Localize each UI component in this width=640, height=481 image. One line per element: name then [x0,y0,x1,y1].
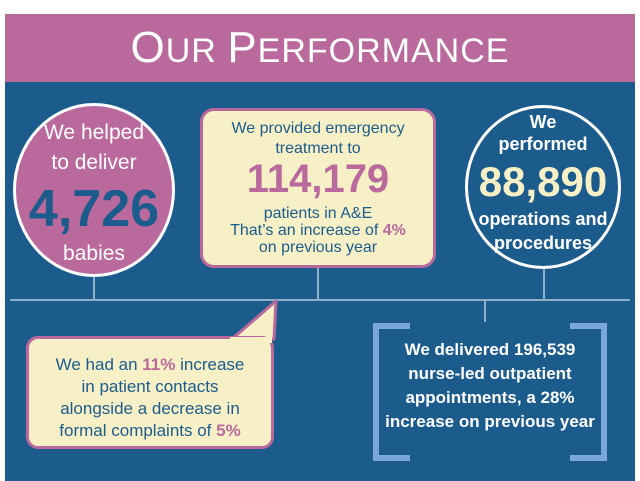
outpatient-text-line: nurse-led outpatient [408,364,572,383]
operations-number: 88,890 [478,158,608,205]
outpatient-text-line: We delivered 196,539 [404,340,576,359]
operations-stat-circle [465,105,621,269]
emergency-text-line: patients in A&E [263,205,373,222]
contacts-text-line: in patient contacts [81,377,219,396]
emergency-percent: 4% [382,222,406,239]
emergency-number: 114,179 [246,157,390,201]
babies-number: 4,726 [28,180,160,238]
operations-text-line: We [529,112,557,132]
complaints-decrease-percent: 5% [216,421,241,440]
operations-text-line: performed [498,134,588,154]
babies-text-line: We helped [43,121,145,144]
operations-text-line: operations and [478,209,608,229]
emergency-text-line: That’s an increase of 4% [230,222,406,239]
babies-stat-circle [13,103,175,277]
contacts-stat-card [26,336,274,449]
operations-text-line: procedures [493,233,593,253]
emergency-stat-card [200,108,436,268]
emergency-text-line: on previous year [258,239,378,256]
contacts-increase-percent: 11% [142,355,176,374]
connector-line [543,268,545,300]
babies-text-line: to deliver [51,151,137,174]
outpatient-text-line: increase on previous year [385,412,595,431]
timeline-divider [10,299,630,301]
outpatient-text-line: appointments, a 28% [405,388,575,407]
speech-bubble-joint [230,337,272,343]
babies-text-line: babies [63,242,125,265]
connector-line [93,276,95,300]
frame-gap [410,322,570,330]
speech-bubble-tail-shape [230,299,278,341]
emergency-text-line: treatment to [275,140,361,157]
contacts-text-line: We had an 11% increase [55,355,245,374]
contacts-text-line: formal complaints of 5% [59,421,241,440]
connector-line [484,300,486,322]
contacts-text-line: alongside a decrease in [60,399,240,418]
frame-gap [410,454,570,462]
emergency-text-line: We provided emergency [231,120,405,137]
page-title: OUR PERFORMANCE [130,23,510,72]
banner: OUR PERFORMANCE [5,14,635,82]
connector-line [317,267,319,300]
